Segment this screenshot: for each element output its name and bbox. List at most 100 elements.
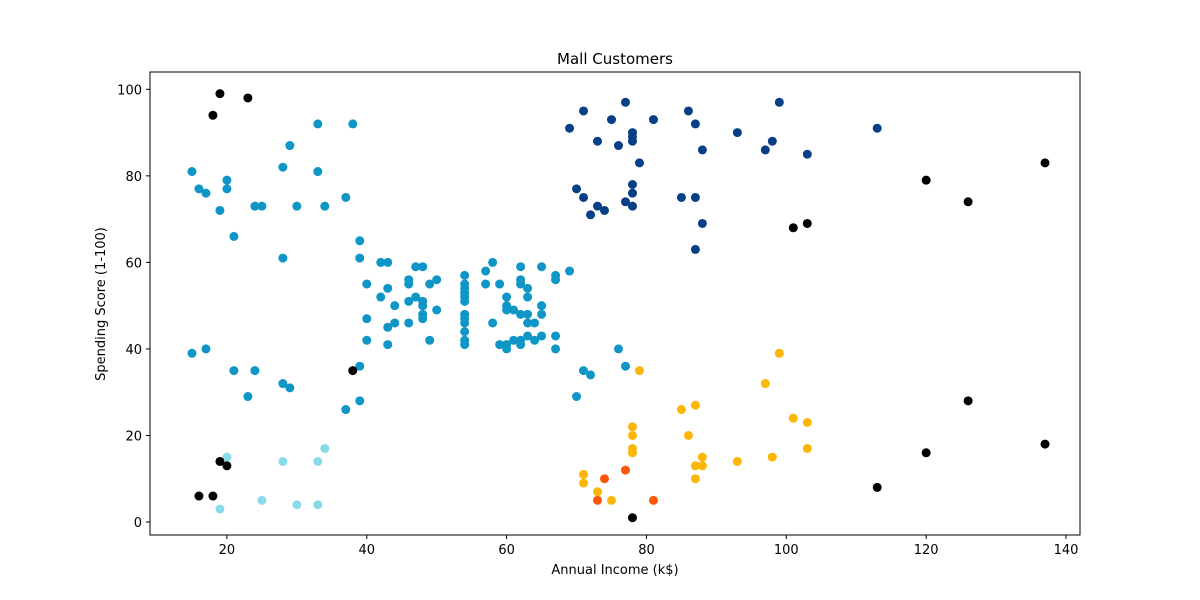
data-point <box>495 340 505 350</box>
x-tick-label: 120 <box>914 543 939 558</box>
data-point <box>383 283 393 293</box>
data-point <box>627 180 637 189</box>
data-point <box>383 322 393 332</box>
data-point <box>614 344 623 354</box>
data-point <box>215 89 225 99</box>
data-point <box>341 405 351 415</box>
data-point <box>250 201 260 211</box>
data-point <box>537 262 547 272</box>
data-point <box>481 279 491 289</box>
data-point <box>683 430 693 440</box>
data-point <box>586 210 596 220</box>
data-point <box>921 175 931 185</box>
data-point <box>187 167 197 177</box>
data-point <box>572 184 582 194</box>
data-point <box>593 487 603 497</box>
chart-title: Mall Customers <box>557 50 673 68</box>
data-point <box>634 158 644 168</box>
data-point <box>460 318 470 328</box>
data-point <box>593 201 603 211</box>
data-point <box>376 257 386 267</box>
x-axis-label: Annual Income (k$) <box>551 563 678 578</box>
data-point <box>565 266 575 276</box>
data-point <box>383 257 393 267</box>
data-point <box>243 93 253 103</box>
data-point <box>432 305 442 315</box>
data-point <box>767 136 777 146</box>
data-point <box>222 452 232 462</box>
data-point <box>530 318 540 328</box>
data-point <box>579 469 589 479</box>
data-point <box>579 106 589 116</box>
data-point <box>425 335 435 345</box>
data-point <box>690 192 700 202</box>
data-point <box>586 370 596 380</box>
data-point <box>697 461 707 471</box>
y-tick-label: 80 <box>125 170 142 185</box>
data-point <box>537 331 547 341</box>
data-point <box>690 119 700 129</box>
data-point <box>215 205 225 215</box>
data-point <box>593 136 603 146</box>
data-point <box>187 348 197 358</box>
data-point <box>872 482 882 492</box>
data-point <box>802 218 812 228</box>
data-point <box>760 379 770 389</box>
data-point <box>579 478 589 488</box>
data-point <box>530 335 540 345</box>
data-point <box>767 452 777 462</box>
y-tick-label: 60 <box>125 256 142 271</box>
data-point <box>523 283 533 293</box>
data-point <box>257 201 267 211</box>
data-point <box>516 340 526 350</box>
data-point <box>390 301 400 311</box>
data-point <box>600 474 610 484</box>
data-point <box>320 201 330 211</box>
y-tick-label: 0 <box>134 516 142 531</box>
data-point <box>565 123 575 133</box>
y-tick-label: 20 <box>125 429 142 444</box>
x-tick-label: 20 <box>219 543 236 558</box>
y-axis: 0 20 40 60 80 100 <box>117 83 150 531</box>
data-point <box>222 175 232 185</box>
data-point <box>627 201 637 211</box>
data-point <box>404 318 414 328</box>
data-point <box>627 513 637 523</box>
plot-frame <box>149 71 1081 536</box>
data-point <box>551 275 561 285</box>
data-point <box>243 392 253 402</box>
data-point <box>634 366 644 376</box>
data-point <box>614 141 623 151</box>
data-point <box>963 396 973 406</box>
data-point <box>551 331 561 341</box>
data-point <box>537 301 547 311</box>
data-point <box>802 149 812 159</box>
data-point <box>760 145 770 155</box>
data-point <box>676 405 686 415</box>
data-point <box>292 201 302 211</box>
data-point <box>607 495 616 505</box>
data-point <box>690 400 700 410</box>
y-axis-label: Spending Score (1-100) <box>94 227 109 381</box>
data-point <box>418 314 428 324</box>
data-point <box>607 115 616 125</box>
data-point <box>627 188 637 198</box>
data-point <box>404 279 414 289</box>
data-point <box>320 443 330 453</box>
x-axis: 20 40 60 80 100 120 140 <box>219 535 1078 558</box>
data-point <box>648 495 658 505</box>
data-point <box>732 456 742 466</box>
data-point <box>502 305 512 315</box>
data-point <box>488 257 498 267</box>
data-point <box>620 361 630 371</box>
data-point <box>690 244 700 254</box>
data-point <box>495 279 505 289</box>
data-point <box>313 119 323 129</box>
data-point <box>355 361 365 371</box>
data-point <box>788 223 798 233</box>
data-point <box>390 318 400 328</box>
data-point <box>460 296 470 306</box>
data-point <box>278 379 288 389</box>
data-point <box>523 292 533 302</box>
data-point <box>285 141 295 151</box>
